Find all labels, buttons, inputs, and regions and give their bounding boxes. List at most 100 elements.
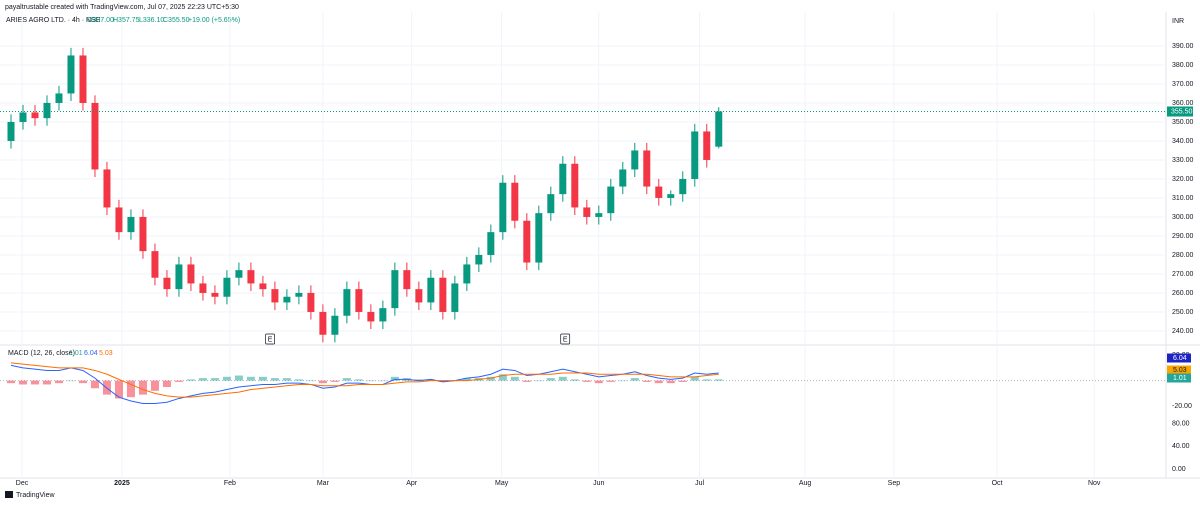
y-tick-label: 390.00 xyxy=(1172,43,1194,50)
candle-body xyxy=(67,55,75,94)
macd-histogram-bar xyxy=(690,376,699,381)
candle-body xyxy=(439,277,447,312)
y-tick-label: 360.00 xyxy=(1172,100,1194,107)
macd-histogram-bar xyxy=(666,380,675,384)
macd-histogram-bar xyxy=(78,380,87,384)
y-tick-label: 330.00 xyxy=(1172,157,1194,164)
candle-body xyxy=(643,150,651,187)
candle-body xyxy=(7,121,15,141)
candle-body xyxy=(715,111,723,147)
macd-line xyxy=(10,362,719,398)
earnings-label: E xyxy=(268,336,273,343)
macd-histogram-bar xyxy=(294,379,303,381)
candle-body xyxy=(163,277,171,290)
y-tick-label: 370.00 xyxy=(1172,81,1194,88)
x-tick-label: Aug xyxy=(799,480,812,487)
macd-histogram-bar xyxy=(378,380,387,382)
candle-body xyxy=(55,93,63,103)
y-tick-label: 300.00 xyxy=(1172,214,1194,221)
currency: INR xyxy=(1172,18,1184,25)
macd-histogram-bar xyxy=(630,378,639,381)
macd-value-label: 5.03 xyxy=(1173,367,1187,374)
candle-body xyxy=(487,232,495,255)
macd-histogram-bar xyxy=(570,379,579,381)
lower-tick-label: 40.00 xyxy=(1172,443,1190,450)
macd-histogram-bar xyxy=(234,375,243,381)
earnings-marker xyxy=(560,333,571,345)
earnings-label: E xyxy=(563,336,568,343)
candle-body xyxy=(451,283,459,312)
candle-body xyxy=(283,296,291,303)
macd-histogram-bar xyxy=(594,380,603,384)
macd-histogram-bar xyxy=(714,379,723,381)
candle-body xyxy=(499,182,507,233)
candle-body xyxy=(139,216,147,252)
macd-histogram-bar xyxy=(114,380,123,399)
macd-histogram-bar xyxy=(438,380,447,382)
candle-body xyxy=(31,112,39,119)
macd-histogram-bar xyxy=(534,380,543,382)
ohlc-close: C355.50 xyxy=(163,17,190,24)
x-tick-label: Mar xyxy=(317,480,330,487)
candle-body xyxy=(415,289,423,303)
macd-histogram-bar xyxy=(246,376,255,381)
macd-value-label: 1.01 xyxy=(1173,375,1187,382)
last-price-box xyxy=(1167,106,1193,117)
candle-body xyxy=(259,283,267,290)
logo: TradingView xyxy=(16,492,55,499)
macd-histogram-bar xyxy=(66,380,75,382)
y-tick-label: 250.00 xyxy=(1172,309,1194,316)
macd-histogram-bar xyxy=(18,380,27,385)
candle-body xyxy=(523,220,531,263)
macd-histogram-bar xyxy=(618,380,627,382)
candle-body xyxy=(607,186,615,214)
candle-body xyxy=(127,216,135,233)
y-tick-label: 380.00 xyxy=(1172,62,1194,69)
macd-histogram-bar xyxy=(6,380,15,384)
candle-body xyxy=(667,194,675,198)
candle-body xyxy=(319,311,327,335)
macd-histogram-bar xyxy=(318,380,327,384)
candle-body xyxy=(355,289,363,312)
candle-body xyxy=(151,251,159,278)
macd-value-box xyxy=(1167,353,1191,363)
macd-histogram-bar xyxy=(654,380,663,384)
macd-histogram-bar xyxy=(414,379,423,381)
macd-histogram-bar xyxy=(30,380,39,385)
candle-body xyxy=(571,163,579,208)
x-tick-label: Feb xyxy=(224,480,236,487)
candle-body xyxy=(463,264,471,284)
candle-body xyxy=(535,213,543,263)
y-tick-label: 280.00 xyxy=(1172,252,1194,259)
macd-histogram-bar xyxy=(306,380,315,382)
macd-legend-signal: 5.03 xyxy=(99,350,113,357)
candle-body xyxy=(559,163,567,195)
candle-body xyxy=(187,264,195,284)
candle-body xyxy=(235,270,243,278)
macd-histogram-bar xyxy=(702,379,711,381)
candle-body xyxy=(511,182,519,221)
candle-body xyxy=(343,289,351,316)
candle-body xyxy=(403,270,411,290)
candle-body xyxy=(655,186,663,198)
macd-histogram-bar xyxy=(222,376,231,381)
y-tick-label: 260.00 xyxy=(1172,290,1194,297)
x-tick-label: May xyxy=(495,480,509,487)
x-tick-label: Apr xyxy=(406,480,418,487)
ohlc-open: O337.00 xyxy=(87,17,114,24)
y-tick-label: 350.00 xyxy=(1172,119,1194,126)
y-tick-label: 310.00 xyxy=(1172,195,1194,202)
candle-body xyxy=(619,169,627,187)
candle-body xyxy=(223,277,231,297)
candle-body xyxy=(331,315,339,335)
candle-body xyxy=(211,292,219,297)
candle-body xyxy=(547,194,555,214)
candle-body xyxy=(691,131,699,179)
macd-histogram-bar xyxy=(426,379,435,381)
ohlc-high: H357.75 xyxy=(113,17,140,24)
macd-legend-hist: 1.01 xyxy=(69,350,83,357)
macd-histogram-bar xyxy=(330,380,339,382)
macd-line xyxy=(10,364,719,405)
macd-histogram-bar xyxy=(174,380,183,382)
